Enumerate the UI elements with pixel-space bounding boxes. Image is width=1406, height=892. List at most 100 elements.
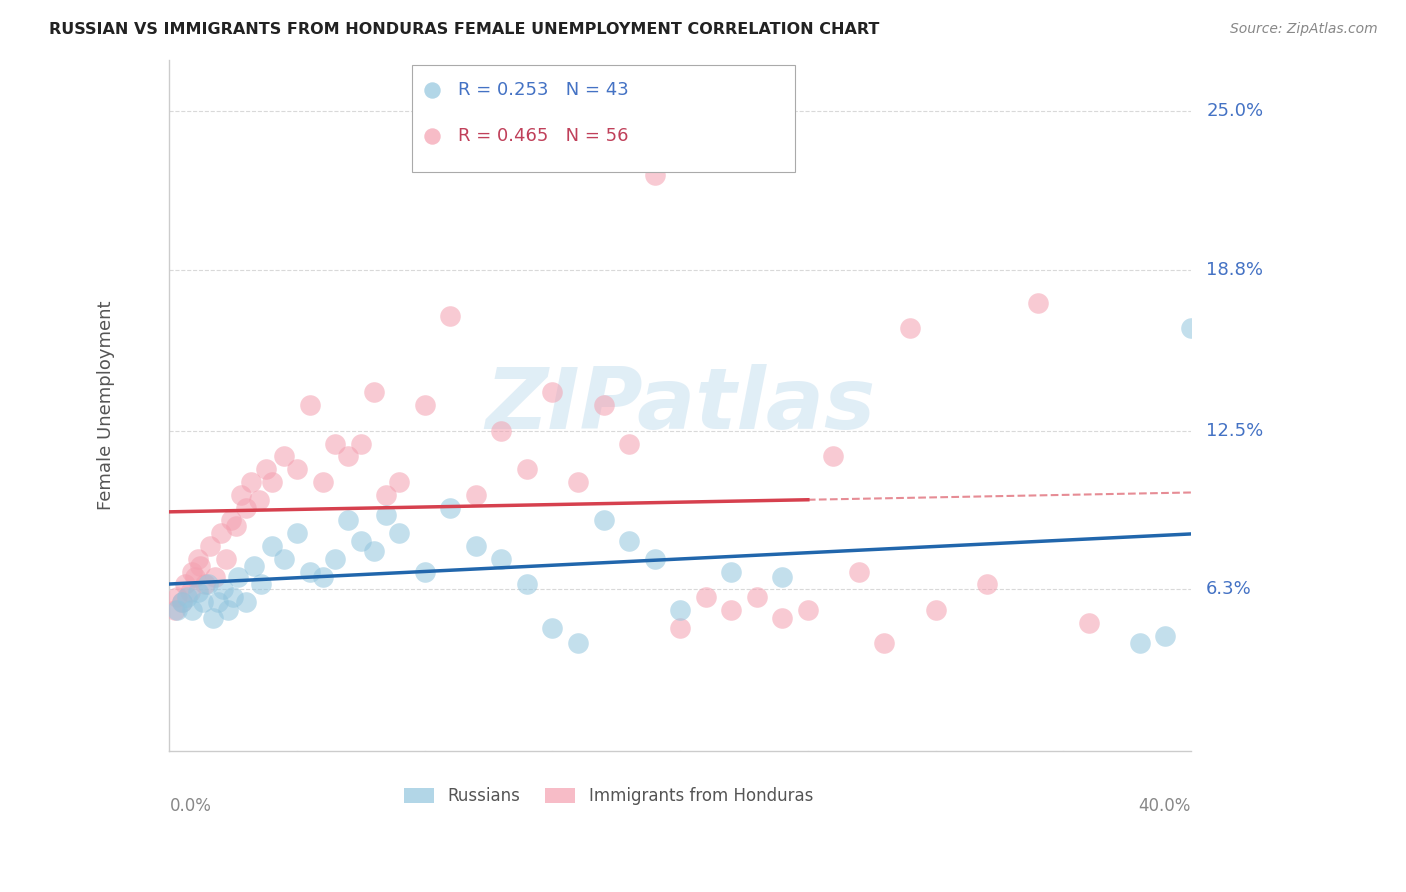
Text: Female Unemployment: Female Unemployment: [97, 301, 115, 510]
Point: [229, 488, 252, 502]
Point: [285, 462, 308, 476]
Point: [163, 603, 186, 617]
Point: [247, 492, 270, 507]
Point: [797, 603, 820, 617]
Point: [325, 436, 347, 450]
Point: [541, 621, 564, 635]
Point: [217, 603, 239, 617]
Point: [207, 595, 229, 609]
Point: [212, 582, 235, 597]
Point: [592, 398, 614, 412]
Point: [644, 168, 666, 182]
Point: [1077, 615, 1099, 630]
Point: [298, 565, 321, 579]
Point: [225, 518, 247, 533]
Point: [181, 565, 204, 579]
Point: [770, 570, 793, 584]
Point: [197, 577, 219, 591]
Point: [567, 636, 589, 650]
Point: [260, 539, 283, 553]
Point: [242, 559, 264, 574]
Point: [228, 570, 250, 584]
Point: [1129, 636, 1152, 650]
Point: [166, 603, 188, 617]
Text: 40.0%: 40.0%: [1139, 797, 1191, 815]
Point: [770, 610, 793, 624]
Point: [1026, 295, 1049, 310]
Text: 0.0%: 0.0%: [170, 797, 211, 815]
Point: [541, 385, 564, 400]
Point: [464, 488, 486, 502]
Point: [311, 475, 333, 489]
Point: [516, 462, 538, 476]
Point: [337, 450, 360, 464]
Point: [745, 590, 768, 604]
Point: [422, 83, 444, 97]
Point: [311, 570, 333, 584]
Point: [235, 500, 257, 515]
Point: [976, 577, 998, 591]
Point: [439, 309, 461, 323]
Point: [181, 603, 204, 617]
Point: [439, 500, 461, 515]
Point: [491, 424, 513, 438]
Text: RUSSIAN VS IMMIGRANTS FROM HONDURAS FEMALE UNEMPLOYMENT CORRELATION CHART: RUSSIAN VS IMMIGRANTS FROM HONDURAS FEMA…: [49, 22, 880, 37]
Point: [298, 398, 321, 412]
Point: [516, 577, 538, 591]
Point: [176, 590, 198, 604]
Point: [173, 577, 195, 591]
Text: 6.3%: 6.3%: [1206, 581, 1251, 599]
Point: [191, 595, 214, 609]
Point: [823, 450, 845, 464]
Point: [924, 603, 946, 617]
Point: [695, 590, 717, 604]
Point: [186, 551, 208, 566]
Text: ZIPatlas: ZIPatlas: [485, 364, 876, 447]
Text: R = 0.253   N = 43: R = 0.253 N = 43: [458, 81, 628, 99]
Point: [209, 526, 232, 541]
Point: [413, 565, 436, 579]
Text: R = 0.465   N = 56: R = 0.465 N = 56: [458, 128, 628, 145]
Point: [235, 595, 257, 609]
Text: 12.5%: 12.5%: [1206, 422, 1264, 440]
Point: [413, 398, 436, 412]
Point: [250, 577, 273, 591]
Point: [325, 551, 347, 566]
Point: [422, 129, 444, 144]
Point: [1180, 321, 1202, 335]
Point: [179, 585, 201, 599]
Point: [350, 533, 373, 548]
Point: [669, 621, 692, 635]
Point: [464, 539, 486, 553]
Point: [204, 570, 226, 584]
Point: [285, 526, 308, 541]
Point: [567, 475, 589, 489]
FancyBboxPatch shape: [412, 65, 794, 172]
Point: [592, 513, 614, 527]
Point: [172, 595, 194, 609]
Point: [898, 321, 921, 335]
Point: [188, 559, 211, 574]
Point: [375, 488, 398, 502]
Point: [273, 551, 295, 566]
Point: [172, 595, 194, 609]
Point: [720, 565, 742, 579]
Point: [848, 565, 870, 579]
Text: Source: ZipAtlas.com: Source: ZipAtlas.com: [1230, 22, 1378, 37]
Point: [363, 385, 385, 400]
Point: [240, 475, 263, 489]
Point: [186, 585, 208, 599]
Point: [256, 462, 278, 476]
Point: [214, 551, 236, 566]
Point: [644, 551, 666, 566]
Point: [388, 475, 411, 489]
Point: [222, 590, 245, 604]
Point: [617, 436, 640, 450]
Point: [200, 539, 222, 553]
Point: [337, 513, 360, 527]
Point: [194, 577, 217, 591]
Point: [260, 475, 283, 489]
Point: [669, 603, 692, 617]
Point: [1154, 629, 1177, 643]
Point: [184, 570, 207, 584]
